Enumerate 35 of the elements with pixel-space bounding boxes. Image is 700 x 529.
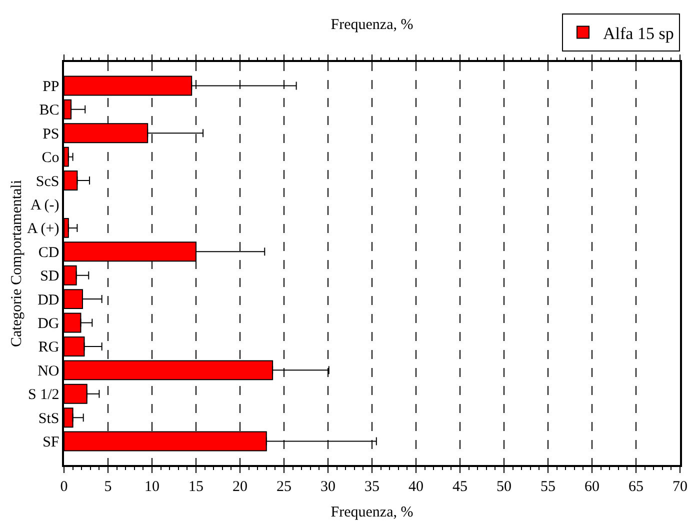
y-tick-label: StS (38, 410, 60, 427)
x-tick-label: 15 (188, 478, 204, 495)
y-tick-label: S 1/2 (28, 387, 60, 404)
x-tick-label: 0 (60, 478, 68, 495)
x-tick-label: 5 (104, 478, 112, 495)
x-tick-label: 50 (496, 478, 512, 495)
y-tick-label: A (+) (27, 221, 60, 238)
x-axis-title: Frequenza, % (330, 504, 414, 520)
y-tick-label: ScS (36, 174, 60, 190)
y-tick-label: DG (38, 316, 60, 332)
x-tick-label: 20 (232, 478, 248, 495)
y-tick-label: A (-) (30, 197, 60, 214)
x-tick-label: 65 (628, 478, 644, 495)
x-tick-label: 25 (276, 478, 292, 495)
y-tick-label: PP (42, 78, 60, 95)
y-tick-label: Co (42, 150, 60, 166)
y-tick-label: RG (38, 340, 60, 356)
chart-title: Frequenza, % (330, 17, 414, 34)
x-tick-label: 70 (672, 478, 688, 495)
x-tick-label: 30 (320, 478, 336, 495)
legend-label: Alfa 15 sp (603, 24, 674, 43)
y-tick-label: CD (38, 244, 60, 261)
y-tick-label: PS (42, 126, 60, 142)
y-tick-label: SD (40, 268, 60, 285)
x-tick-label: 55 (540, 478, 556, 495)
y-axis-title: Categorie Comportamentali (9, 180, 26, 348)
x-tick-label: 40 (408, 478, 424, 495)
y-tick-label: SF (42, 434, 60, 451)
x-tick-label: 10 (144, 478, 160, 495)
y-tick-label: NO (38, 363, 60, 380)
y-tick-label: BC (39, 102, 60, 119)
y-tick-label: DD (38, 292, 60, 308)
x-tick-label: 35 (364, 478, 380, 495)
x-tick-label: 60 (584, 478, 600, 495)
x-tick-label: 45 (452, 478, 468, 495)
